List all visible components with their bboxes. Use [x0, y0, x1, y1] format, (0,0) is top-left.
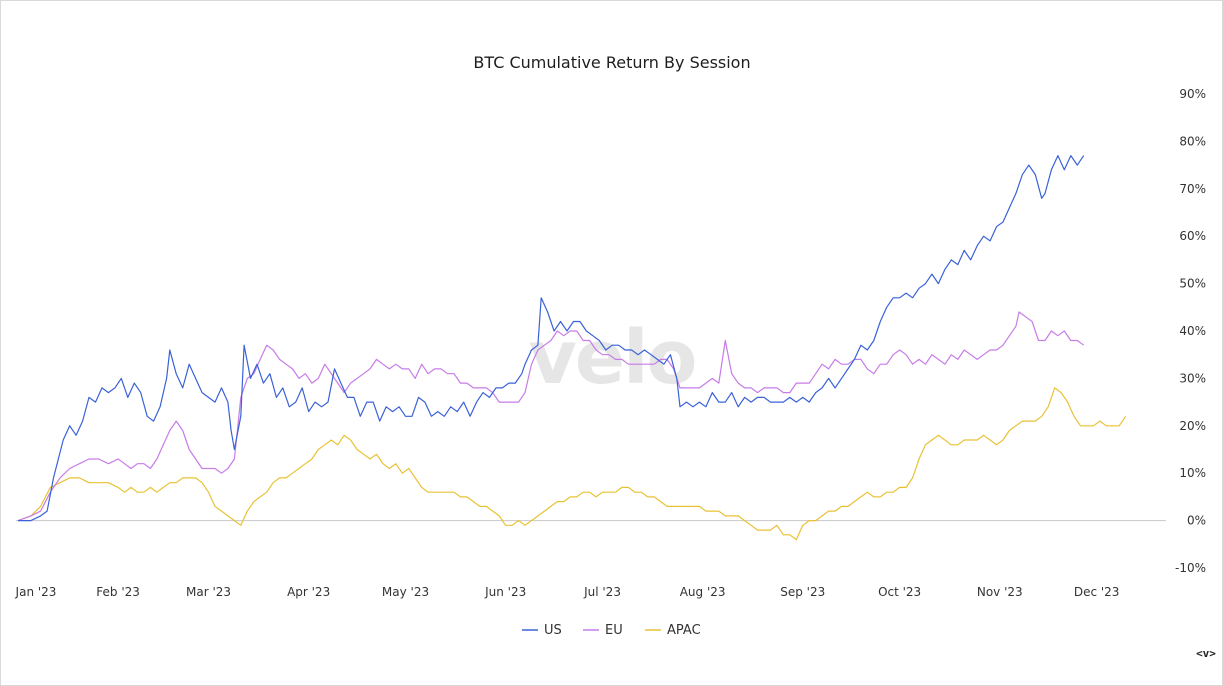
x-tick-label: Mar '23 [186, 585, 231, 599]
chart-title: BTC Cumulative Return By Session [473, 53, 750, 72]
series-line-apac[interactable] [17, 387, 1127, 541]
x-tick-label: May '23 [382, 585, 429, 599]
x-tick-label: Jun '23 [484, 585, 526, 599]
series-line-us[interactable] [18, 155, 1085, 522]
watermark: velo [529, 315, 696, 401]
y-tick-label: 30% [1179, 371, 1206, 385]
legend-label: APAC [667, 623, 701, 638]
y-tick-label: 50% [1179, 277, 1206, 291]
x-tick-label: Jan '23 [15, 585, 57, 599]
x-tick-label: Nov '23 [977, 585, 1023, 599]
legend-label: EU [605, 623, 623, 638]
x-tick-label: Aug '23 [680, 585, 726, 599]
y-tick-label: 80% [1179, 134, 1206, 148]
y-tick-label: -10% [1175, 561, 1206, 575]
x-tick-label: Sep '23 [780, 585, 825, 599]
x-axis: Jan '23 Feb '23 Mar '23 Apr '23 May '23 Jun '… [15, 585, 1120, 599]
y-tick-label: 0% [1187, 514, 1206, 528]
y-axis: -10% 0% 10% 20% 30% 40% 50% 60% 70% 80% 90% [1175, 87, 1206, 575]
x-tick-label: Feb '23 [96, 585, 140, 599]
y-tick-label: 20% [1179, 419, 1206, 433]
legend: US EU APAC [522, 623, 701, 638]
nav-toggle-button[interactable]: <v> [1196, 647, 1216, 660]
legend-item-apac[interactable]: APAC [645, 623, 701, 638]
legend-label: US [544, 623, 562, 638]
x-tick-label: Dec '23 [1074, 585, 1120, 599]
x-tick-label: Oct '23 [878, 585, 921, 599]
series-line-eu[interactable] [17, 311, 1085, 522]
y-tick-label: 90% [1179, 87, 1206, 101]
x-tick-label: Apr '23 [287, 585, 330, 599]
y-tick-label: 60% [1179, 229, 1206, 243]
series-layer [17, 155, 1127, 541]
legend-item-us[interactable]: US [522, 623, 562, 638]
x-tick-label: Jul '23 [583, 585, 621, 599]
legend-item-eu[interactable]: EU [583, 623, 623, 638]
y-tick-label: 70% [1179, 182, 1206, 196]
y-tick-label: 40% [1179, 324, 1206, 338]
y-tick-label: 10% [1179, 466, 1206, 480]
